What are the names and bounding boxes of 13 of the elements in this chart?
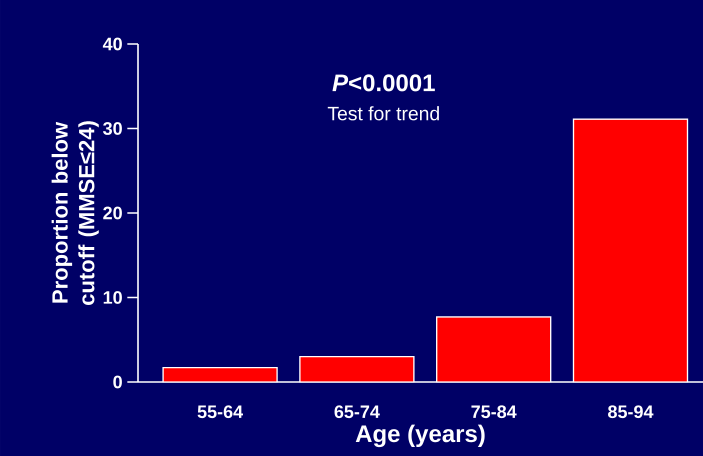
x-tick-label: 75-84	[471, 405, 517, 418]
y-tick-label: 30	[103, 122, 122, 135]
annotation: Test for trend	[328, 106, 439, 120]
annotation: P<0.0001	[332, 74, 435, 92]
y-tick-label: 10	[104, 291, 122, 304]
x-tick-label: 85-94	[608, 405, 654, 418]
x-tick-label: 65-74	[334, 405, 380, 418]
y-tick-label: 0	[113, 376, 122, 388]
y-tick-label: 20	[103, 206, 122, 220]
y-axis-title: Proportion below cutoff (MMSE≤24)	[52, 121, 99, 305]
x-tick-label: 55-64	[198, 405, 243, 418]
x-axis-title: Age (years)	[356, 424, 485, 448]
y-tick-label: 40	[102, 38, 122, 50]
